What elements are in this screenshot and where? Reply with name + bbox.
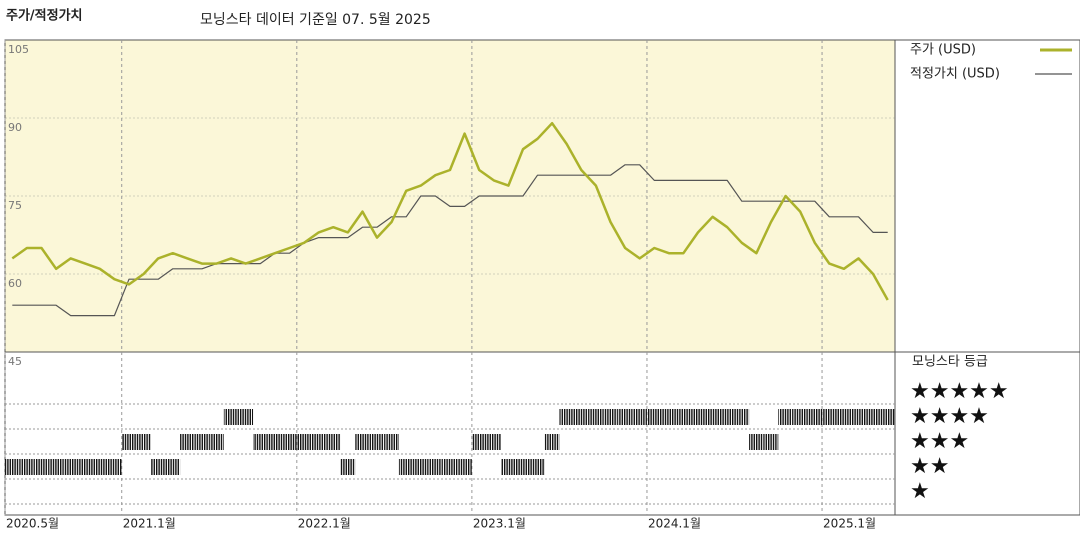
rating-bar [223, 409, 239, 425]
rating-bar [194, 434, 210, 450]
legend-label: 주가 (USD) [910, 43, 976, 58]
rating-bar [515, 459, 531, 475]
rating-bar [501, 459, 516, 475]
x-tick-label: 2022.1월 [298, 517, 351, 531]
y-tick-label: 90 [8, 121, 22, 134]
rating-bar [749, 434, 764, 450]
y-tick-label: 45 [8, 355, 22, 368]
rating-bar [719, 409, 735, 425]
plot-background [5, 40, 895, 352]
rating-bar [442, 459, 458, 475]
rating-bar [822, 409, 837, 425]
y-tick-label: 60 [8, 277, 22, 290]
rating-bar [646, 409, 662, 425]
legend-label: 적정가치 (USD) [910, 67, 1000, 82]
rating-bar [238, 409, 254, 425]
rating-bar [632, 409, 647, 425]
rating-level-label: ★★ [910, 454, 949, 479]
rating-bar [617, 409, 633, 425]
rating-bar [763, 434, 779, 450]
rating-bar [325, 434, 341, 450]
rating-bar [413, 459, 429, 475]
chart-title: 주가/적정가치 [6, 8, 83, 24]
rating-bar [734, 409, 750, 425]
rating-bar [807, 409, 823, 425]
rating-bar [34, 459, 49, 475]
rating-bar [121, 434, 137, 450]
rating-bar [150, 459, 166, 475]
chart-subtitle: 모닝스타 데이터 기준일 07. 5월 2025 [200, 12, 431, 28]
rating-bar [690, 409, 706, 425]
rating-bar [676, 409, 691, 425]
x-tick-label: 2020.5월 [6, 517, 59, 531]
rating-level-label: ★★★★★ [910, 379, 1009, 404]
rating-bar [574, 409, 589, 425]
rating-bar [836, 409, 852, 425]
rating-level-label: ★ [910, 479, 930, 504]
rating-bar [48, 459, 64, 475]
rating-bar [253, 434, 268, 450]
series-line [11, 121, 889, 301]
rating-bar [282, 434, 297, 450]
rating-bar [180, 434, 195, 450]
rating-bar [457, 459, 472, 475]
x-tick-label: 2024.1월 [648, 517, 701, 531]
x-tick-label: 2021.1월 [123, 517, 176, 531]
rating-bar [398, 459, 414, 475]
rating-bar [311, 434, 326, 450]
rating-bar [792, 409, 808, 425]
rating-bar [384, 434, 399, 450]
rating-bar [778, 409, 793, 425]
rating-bar [865, 409, 881, 425]
rating-bar [296, 434, 312, 450]
y-tick-label: 75 [8, 199, 22, 212]
rating-bar [267, 434, 283, 450]
rating-bar [428, 459, 443, 475]
rating-bar [486, 434, 502, 450]
rating-bar [603, 409, 618, 425]
rating-bar [165, 459, 181, 475]
rating-bar [705, 409, 720, 425]
rating-bar [19, 459, 35, 475]
rating-bar [369, 434, 385, 450]
x-tick-label: 2025.1월 [823, 517, 876, 531]
rating-bar [355, 434, 370, 450]
y-tick-label: 105 [8, 43, 29, 56]
rating-bar [5, 459, 20, 475]
rating-bar [340, 459, 356, 475]
rating-bar [880, 409, 895, 425]
series-line [12, 164, 888, 317]
frame [4, 39, 1080, 516]
rating-bar [107, 459, 122, 475]
rating-bar [209, 434, 224, 450]
rating-bar [588, 409, 604, 425]
rating-bar [661, 409, 677, 425]
rating-bar [471, 434, 487, 450]
rating-bar [851, 409, 866, 425]
x-tick-label: 2023.1월 [473, 517, 526, 531]
rating-bar [77, 459, 93, 475]
rating-bar [530, 459, 545, 475]
rating-bar [63, 459, 78, 475]
rating-bar [92, 459, 108, 475]
rating-level-label: ★★★★ [910, 404, 989, 429]
rating-bar [559, 409, 575, 425]
rating-title: 모닝스타 등급 [912, 355, 988, 370]
rating-bar [136, 434, 151, 450]
rating-bar [544, 434, 560, 450]
rating-level-label: ★★★ [910, 429, 969, 454]
